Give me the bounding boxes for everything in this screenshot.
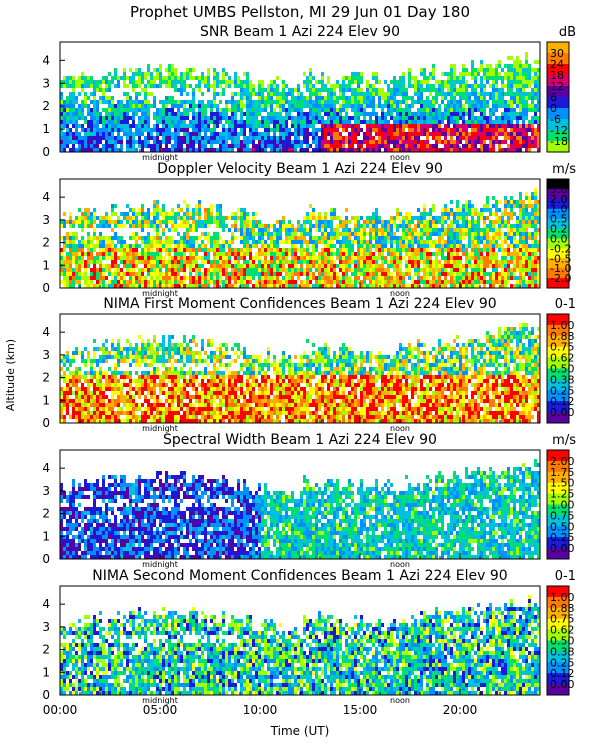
- heatmap-cells: [60, 52, 540, 152]
- y-tick-label: 1: [42, 258, 50, 272]
- y-tick-label: 1: [42, 529, 50, 543]
- colorbar: 5.02.01.00.50.20.0-0.2-0.5-1.0-2.0: [547, 179, 571, 289]
- x-tick-label: 05:00: [143, 703, 178, 717]
- y-tick-label: 1: [42, 122, 50, 136]
- y-tick-label: 2: [42, 371, 50, 385]
- y-tick-label: 2: [42, 99, 50, 113]
- heatmap-cells: [60, 188, 540, 288]
- y-tick-label: 2: [42, 643, 50, 657]
- heatmap-cells: [60, 595, 540, 695]
- y-tick-label: 4: [42, 325, 50, 339]
- y-tick-label: 3: [42, 213, 50, 227]
- heatmap-cells: [60, 323, 540, 423]
- y-tick-label: 0: [42, 688, 50, 702]
- x-tick-label: 00:00: [43, 703, 78, 717]
- panel-1: SNR Beam 1 Azi 224 Elev 90 dB01234midnigh…: [42, 24, 576, 162]
- y-tick-label: 2: [42, 507, 50, 521]
- y-tick-label: 3: [42, 484, 50, 498]
- y-tick-label: 3: [42, 620, 50, 634]
- panel-title: Doppler Velocity Beam 1 Azi 224 Elev 90: [157, 161, 443, 177]
- colorbar-label: -18: [550, 135, 568, 148]
- panel-title: SNR Beam 1 Azi 224 Elev 90: [200, 24, 400, 40]
- colorbar-label: 0.00: [550, 678, 575, 691]
- colorbar-unit: 0-1: [555, 297, 576, 312]
- colorbar: 1.000.880.750.620.500.380.250.120.00: [547, 586, 575, 696]
- colorbar: 1.000.880.750.620.500.380.250.120.00: [547, 314, 575, 424]
- panel-2: Doppler Velocity Beam 1 Azi 224 Elev 90 m…: [42, 161, 576, 298]
- panel-3: NIMA First Moment Confidences Beam 1 Azi…: [42, 296, 576, 433]
- y-tick-label: 3: [42, 76, 50, 90]
- y-tick-label: 4: [42, 597, 50, 611]
- panel-title: NIMA First Moment Confidences Beam 1 Azi…: [103, 296, 496, 312]
- panel-5: NIMA Second Moment Confidences Beam 1 Az…: [42, 568, 576, 705]
- figure-title: Prophet UMBS Pellston, MI 29 Jun 01 Day …: [130, 3, 470, 21]
- y-tick-label: 1: [42, 393, 50, 407]
- noon-marker: noon: [390, 696, 410, 705]
- y-tick-label: 0: [42, 416, 50, 430]
- y-tick-label: 4: [42, 53, 50, 67]
- colorbar: 2.001.751.501.251.000.750.500.250.00: [547, 450, 575, 560]
- colorbar-unit: m/s: [552, 162, 576, 177]
- colorbar-label: -2.0: [550, 272, 571, 285]
- y-tick-label: 1: [42, 665, 50, 679]
- colorbar-label: 0.00: [550, 542, 575, 555]
- x-tick-label: 20:00: [443, 703, 478, 717]
- y-tick-label: 2: [42, 236, 50, 250]
- x-tick-label: 10:00: [243, 703, 278, 717]
- panel-4: Spectral Width Beam 1 Azi 224 Elev 90 m/s…: [42, 432, 576, 569]
- y-tick-label: 0: [42, 552, 50, 566]
- panel-title: NIMA Second Moment Confidences Beam 1 Az…: [92, 568, 507, 584]
- y-tick-label: 0: [42, 145, 50, 159]
- colorbar-unit: 0-1: [555, 569, 576, 584]
- y-axis-label: Altitude (km): [4, 339, 17, 411]
- x-tick-label: 15:00: [343, 703, 378, 717]
- colorbar-unit: dB: [559, 25, 576, 40]
- y-tick-label: 0: [42, 281, 50, 295]
- y-tick-label: 4: [42, 461, 50, 475]
- heatmap-cells: [60, 459, 540, 559]
- y-tick-label: 4: [42, 190, 50, 204]
- y-tick-label: 3: [42, 348, 50, 362]
- panel-title: Spectral Width Beam 1 Azi 224 Elev 90: [163, 432, 437, 448]
- colorbar-unit: m/s: [552, 433, 576, 448]
- x-axis-label: Time (UT): [270, 724, 330, 738]
- colorbar-label: 0.00: [550, 406, 575, 419]
